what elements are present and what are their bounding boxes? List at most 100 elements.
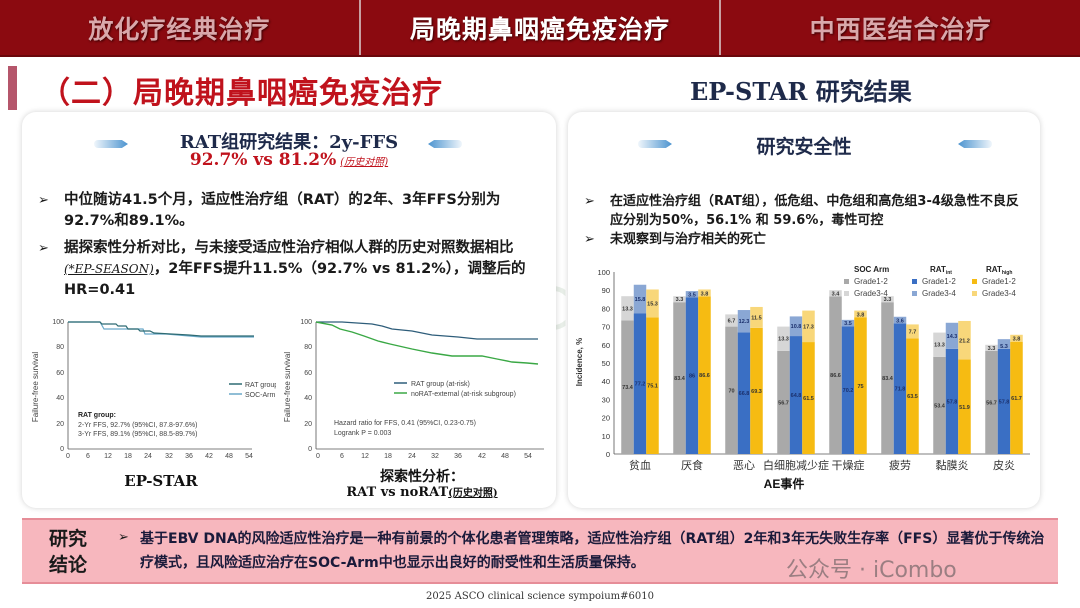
bar-segment-grade3-4	[685, 291, 699, 298]
bar-segment-grade1-2	[881, 302, 894, 454]
svg-text:32: 32	[165, 453, 173, 460]
tab-integrative-medicine[interactable]: 中西医结合治疗	[809, 14, 992, 44]
svg-text:20: 20	[56, 421, 64, 428]
tab-chemoradiotherapy[interactable]: 放化疗经典治疗	[0, 0, 361, 55]
km-caption-note: (历史对照)	[448, 488, 498, 499]
bar-segment-grade3-4	[737, 310, 751, 333]
svg-text:12: 12	[361, 453, 369, 460]
svg-text:0: 0	[60, 446, 64, 453]
svg-text:73.4: 73.4	[622, 385, 634, 391]
bar-segment-grade1-2	[906, 338, 919, 454]
svg-text:56.7: 56.7	[778, 400, 789, 406]
svg-text:18: 18	[384, 453, 392, 460]
bar-segment-grade3-4	[750, 306, 763, 328]
result-title: RAT组研究结果：2y-FFS	[179, 132, 399, 153]
bar-segment-grade1-2	[725, 326, 738, 454]
bar-segment-grade1-2	[777, 350, 790, 454]
x-category-label: 恶心	[733, 459, 755, 472]
km-caption-line1: 探索性分析：	[380, 469, 464, 485]
svg-text:Grade3-4: Grade3-4	[982, 289, 1016, 298]
bullet-item: ➢ 未观察到与治疗相关的死亡	[580, 230, 1030, 249]
bullet-item: ➢ 据探索性分析对比，与未接受适应性治疗相似人群的历史对照数据相比 (*EP-SE…	[34, 238, 544, 301]
svg-text:24: 24	[408, 453, 416, 460]
svg-text:RATint: RATint	[930, 265, 952, 276]
bar-segment-grade3-4	[698, 289, 711, 297]
bar-segment-grade1-2	[854, 317, 867, 454]
svg-text:Hazard ratio for FFS, 0.41 (95: Hazard ratio for FFS, 0.41 (95%CI, 0.23-…	[334, 420, 476, 427]
km-chart-svg: Failure-free survival 0 20 40 60 80 100 …	[31, 319, 276, 460]
svg-text:83.4: 83.4	[674, 376, 686, 382]
bullet-arrow-icon: ➢	[584, 232, 595, 247]
svg-text:50: 50	[602, 359, 610, 368]
svg-text:60: 60	[602, 341, 610, 350]
bar-segment-grade3-4	[621, 296, 634, 321]
svg-text:6: 6	[86, 453, 90, 460]
svg-text:60: 60	[304, 370, 312, 377]
svg-text:60: 60	[56, 370, 64, 377]
bullet-text-part: 据探索性分析对比，与未接受适应性治疗相似人群的历史对照数据相比	[64, 240, 514, 256]
svg-text:15.3: 15.3	[647, 301, 658, 307]
bar-segment-grade1-2	[737, 332, 751, 454]
bar-segment-grade1-2	[985, 350, 998, 454]
bar-segment-grade3-4	[945, 322, 959, 349]
conclusion-text: 基于EBV DNA的风险适应性治疗是一种有前景的个体化患者管理策略，适应性治疗组…	[140, 531, 1045, 571]
svg-text:70: 70	[728, 388, 734, 394]
svg-text:86: 86	[689, 374, 695, 380]
bullet-arrow-icon: ➢	[118, 530, 129, 545]
bar-segment-grade3-4	[854, 310, 867, 318]
ae-incidence-bar-chart: Incidence, % 0 10 20 30 40 50 60 70 80 90 100 73.4…	[574, 262, 1040, 506]
bar-segment-grade3-4	[997, 339, 1011, 349]
svg-text:Grade1-2: Grade1-2	[854, 277, 888, 286]
svg-text:Grade3-4: Grade3-4	[854, 289, 888, 298]
svg-text:13.3: 13.3	[778, 337, 789, 343]
bar-segment-grade3-4	[802, 310, 815, 343]
svg-text:3-Yr FFS, 89.1% (95%CI, 88.5-8: 3-Yr FFS, 89.1% (95%CI, 88.5-89.7%)	[78, 431, 197, 438]
footer-citation: 2025 ASCO clinical science sympoium#6010	[426, 591, 654, 602]
svg-text:53.4: 53.4	[934, 403, 946, 409]
svg-text:54: 54	[524, 453, 532, 460]
svg-text:3.5: 3.5	[688, 292, 696, 298]
svg-text:3.3: 3.3	[988, 346, 996, 352]
tab-immunotherapy[interactable]: 局晚期鼻咽癌免疫治疗	[361, 0, 722, 55]
bar-segment-grade1-2	[621, 320, 634, 454]
svg-text:51.9: 51.9	[959, 405, 970, 411]
svg-text:77.2: 77.2	[635, 382, 646, 388]
svg-text:30: 30	[602, 395, 610, 404]
section-accent-bar	[8, 66, 17, 110]
bar-segment-grade1-2	[1010, 341, 1023, 454]
result-note: (历史对照)	[340, 157, 389, 168]
bar-segment-grade3-4	[777, 326, 790, 351]
bar-segment-grade1-2	[685, 297, 699, 454]
svg-text:61.5: 61.5	[803, 396, 814, 402]
svg-text:57.8: 57.8	[947, 399, 958, 405]
svg-text:0: 0	[308, 446, 312, 453]
svg-text:10.8: 10.8	[791, 324, 802, 330]
svg-text:Grade1-2: Grade1-2	[922, 277, 956, 286]
svg-text:83.4: 83.4	[882, 376, 894, 382]
bar-segment-grade1-2	[893, 323, 907, 454]
svg-text:RAT group: RAT group	[245, 382, 276, 389]
svg-text:70: 70	[602, 323, 610, 332]
bullet-text: 据探索性分析对比，与未接受适应性治疗相似人群的历史对照数据相比 (*EP-SEAS…	[64, 238, 544, 301]
km-chart-ep-star: Failure-free survival 0 20 40 60 80 100 …	[26, 312, 276, 490]
svg-text:11.5: 11.5	[751, 315, 761, 321]
svg-text:RAT group (at-risk): RAT group (at-risk)	[411, 381, 470, 388]
safety-title: 研究安全性	[756, 136, 852, 158]
svg-text:56.7: 56.7	[986, 400, 997, 406]
svg-text:Grade1-2: Grade1-2	[982, 277, 1016, 286]
svg-text:6: 6	[340, 453, 344, 460]
bullet-item: ➢ 在适应性治疗组（RAT组），低危组、中危组和高危组3-4级急性不良反应分别为…	[580, 192, 1030, 230]
svg-text:40: 40	[56, 395, 64, 402]
svg-text:80: 80	[56, 344, 64, 351]
bar-segment-grade3-4	[841, 319, 855, 327]
conclusion-label: 研究 结论	[46, 526, 90, 578]
arrow-left-icon	[428, 140, 462, 148]
svg-text:42: 42	[205, 453, 213, 460]
svg-text:75.1: 75.1	[647, 384, 658, 390]
svg-text:42: 42	[478, 453, 486, 460]
svg-text:36: 36	[185, 453, 193, 460]
bar-segment-grade1-2	[997, 348, 1011, 454]
watermark-bottom: 公众号 · iCombo	[786, 558, 957, 583]
bar-segment-grade3-4	[789, 316, 803, 337]
efficacy-bullets: ➢ 中位随访41.5个月，适应性治疗组（RAT）的2年、3年FFS分别为92.7…	[34, 190, 544, 307]
